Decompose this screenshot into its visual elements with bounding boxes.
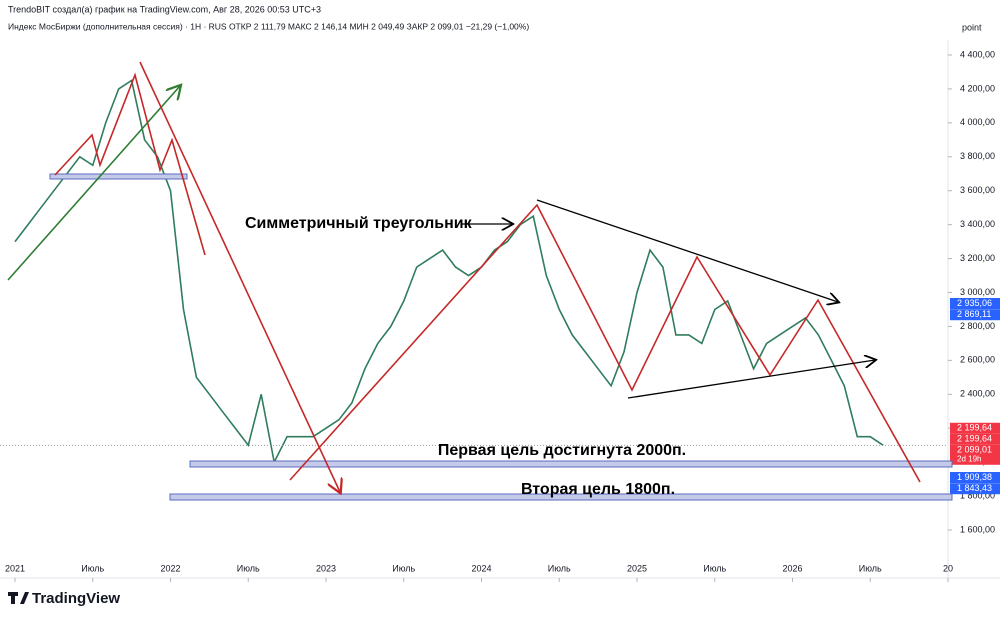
x-tick-label: 20 <box>943 563 953 573</box>
zone <box>189 460 953 468</box>
brand-logo <box>8 592 29 604</box>
y-tick-label: 2 400,00 <box>960 389 995 399</box>
price-label-box <box>950 472 1000 484</box>
x-tick-label: 2024 <box>471 563 491 573</box>
annotation: Вторая цель 1800п. <box>521 481 675 498</box>
price-sublabel: 2d 19h <box>957 454 981 463</box>
y-tick-label: 3 200,00 <box>960 253 995 263</box>
zone <box>49 173 188 180</box>
price-label: 2 099,01 <box>957 445 992 455</box>
price-label-box <box>950 309 1000 321</box>
x-tick-label: 2023 <box>316 563 336 573</box>
x-tick-label: 2025 <box>627 563 647 573</box>
price-label-box <box>950 422 1000 434</box>
y-tick-label: 3 400,00 <box>960 219 995 229</box>
price-label: 2 935,06 <box>957 298 992 308</box>
y-tick-label: 4 400,00 <box>960 49 995 59</box>
x-tick-label: Июль <box>548 563 571 573</box>
price-label: 2 199,64 <box>957 434 992 444</box>
y-tick-label: 1 800,00 <box>960 490 995 500</box>
y-tick-label: 2 600,00 <box>960 355 995 365</box>
price-label-box <box>950 298 1000 310</box>
x-tick-label: Июль <box>703 563 726 573</box>
y-tick-label: 3 600,00 <box>960 185 995 195</box>
y-tick-label: 3 000,00 <box>960 287 995 297</box>
price-label-box <box>950 483 1000 495</box>
legend: Индекс МосБиржи (дополнительная сессия) … <box>8 21 529 31</box>
trend-line <box>139 61 340 492</box>
credit: TrendoBIT создал(а) график на TradingVie… <box>8 4 321 14</box>
price-label-box <box>950 444 1000 465</box>
x-tick-label: Июль <box>81 563 104 573</box>
annotation: Симметричный треугольник <box>245 215 473 232</box>
y-tick-label: 1 600,00 <box>960 524 995 534</box>
price-label: 1 843,43 <box>957 483 992 493</box>
x-tick-label: 2021 <box>5 563 25 573</box>
zone <box>169 493 953 501</box>
zigzag <box>289 203 921 483</box>
price-label: 1 909,38 <box>957 472 992 482</box>
y-tick-label: 4 200,00 <box>960 83 995 93</box>
x-tick-label: Июль <box>859 563 882 573</box>
x-tick-label: 2022 <box>160 563 180 573</box>
x-tick-label: Июль <box>237 563 260 573</box>
price-label: 2 199,64 <box>957 423 992 433</box>
brand: TradingView <box>32 590 120 607</box>
zigzag <box>54 72 206 256</box>
price-line <box>14 79 884 465</box>
trend-line <box>7 86 180 281</box>
y-tick-label: 4 000,00 <box>960 117 995 127</box>
x-tick-label: 2026 <box>782 563 802 573</box>
x-tick-label: Июль <box>392 563 415 573</box>
drawings <box>7 61 953 501</box>
annotation: Первая цель достигнута 2000п. <box>438 442 686 459</box>
y-tick-label: 3 800,00 <box>960 151 995 161</box>
triangle-line <box>627 360 875 399</box>
y-tick-label: 2 800,00 <box>960 321 995 331</box>
triangle-line <box>536 199 838 302</box>
price-label: 2 869,11 <box>957 309 991 319</box>
axis-unit: point <box>962 22 982 32</box>
price-label-box <box>950 433 1000 445</box>
